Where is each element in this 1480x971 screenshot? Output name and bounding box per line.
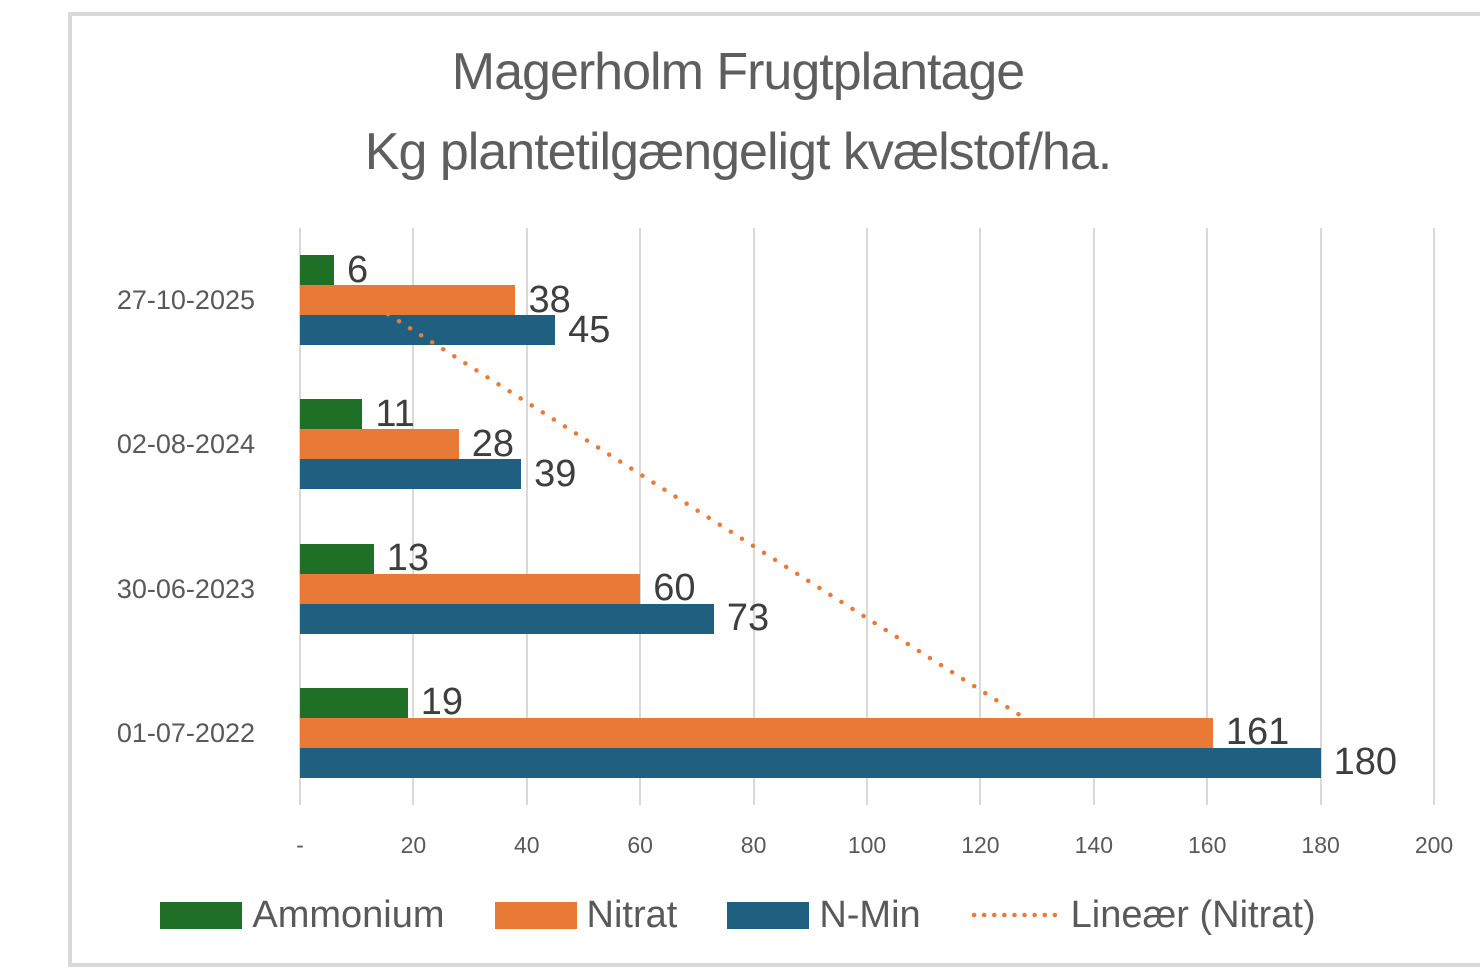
data-label-n-min: 180 <box>1333 741 1397 784</box>
category-label: 27-10-2025 <box>116 285 255 316</box>
bar-n-min <box>300 315 556 346</box>
trendline-sample-icon <box>971 912 1060 918</box>
bar-nitrat <box>300 573 641 604</box>
chart-title-line1: Magerholm Frugtplantage <box>451 43 1025 101</box>
x-tick-label: 40 <box>514 832 540 858</box>
bar-nitrat <box>300 285 516 316</box>
legend-swatch-n-min <box>727 901 810 929</box>
data-label-ammonium: 11 <box>375 392 415 435</box>
category-label: 01-07-2022 <box>116 717 255 748</box>
legend-item-nitrat: Nitrat <box>494 893 678 937</box>
bar-ammonium <box>300 543 374 574</box>
data-label-ammonium: 13 <box>386 537 429 580</box>
legend-item-ammonium: Ammonium <box>160 893 445 937</box>
data-label-n-min: 73 <box>726 597 770 640</box>
x-tick-label: 160 <box>1188 832 1227 858</box>
legend-label-ammonium: Ammonium <box>252 893 445 936</box>
x-tick-label: 100 <box>847 832 887 858</box>
data-label-nitrat: 161 <box>1225 711 1290 754</box>
data-label-n-min: 45 <box>568 308 611 351</box>
x-tick-label: 200 <box>1414 832 1454 858</box>
legend-swatch-nitrat <box>494 901 577 929</box>
x-tick-label: 140 <box>1074 832 1113 858</box>
x-tick-label: 180 <box>1301 832 1340 858</box>
data-label-ammonium: 19 <box>420 681 463 724</box>
x-tick-label: - <box>296 832 304 858</box>
x-tick-label: 20 <box>400 832 427 858</box>
bar-n-min <box>300 603 714 634</box>
gridline <box>1092 228 1095 805</box>
bar-ammonium <box>300 399 363 430</box>
plot-area: 6 11 13 19 38 28 60 161 45 39 73 180 <box>299 228 1435 805</box>
bar-n-min <box>300 747 1321 778</box>
category-label: 02-08-2024 <box>116 429 255 460</box>
chart-title: Magerholm Frugtplantage Kg plantetilgæng… <box>72 32 1404 192</box>
bar-ammonium <box>300 687 408 718</box>
gridline <box>1206 228 1209 805</box>
data-label-nitrat: 38 <box>528 278 571 321</box>
legend-item-n-min: N-Min <box>727 893 921 937</box>
data-label-n-min: 39 <box>534 452 577 495</box>
chart-frame: Magerholm Frugtplantage Kg plantetilgæng… <box>68 12 1480 967</box>
legend-label-n-min: N-Min <box>819 893 921 936</box>
legend-label-line-r-nitrat: Lineær (Nitrat) <box>1070 893 1316 936</box>
data-label-nitrat: 60 <box>653 567 696 610</box>
legend-label-nitrat: Nitrat <box>586 893 678 936</box>
legend-item-line-r-nitrat: Lineær (Nitrat) <box>971 894 1316 937</box>
data-label-nitrat: 28 <box>471 422 515 465</box>
legend: Ammonium Nitrat N-Min Lineær (Nitrat) <box>72 891 1404 939</box>
gridline <box>299 228 301 805</box>
gridline <box>1433 228 1435 805</box>
legend-swatch-ammonium <box>160 901 243 929</box>
data-label-ammonium: 6 <box>347 248 369 291</box>
x-tick-label: 120 <box>961 832 1000 858</box>
x-tick-label: 80 <box>740 832 767 858</box>
bar-ammonium <box>300 255 335 286</box>
x-tick-label: 60 <box>627 832 653 858</box>
gridline <box>1319 228 1322 805</box>
category-label: 30-06-2023 <box>116 573 255 604</box>
chart-title-line2: Kg plantetilgængeligt kvælstof/ha. <box>364 123 1112 181</box>
